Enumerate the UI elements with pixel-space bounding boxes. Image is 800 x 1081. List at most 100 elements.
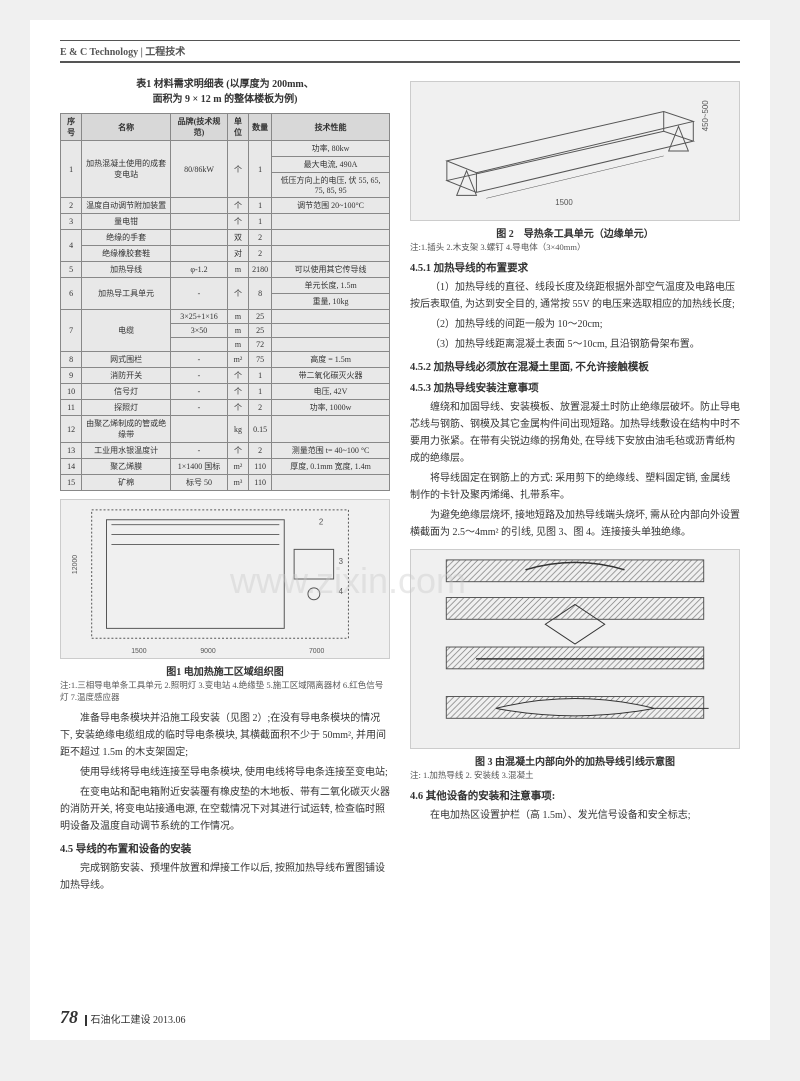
cell — [171, 214, 228, 230]
cell: kg — [227, 416, 248, 443]
cell: 调节范围 20~100°C — [272, 198, 390, 214]
cell: 3×50 — [171, 324, 228, 338]
page-footer: 78 石油化工建设 2013.06 — [60, 1007, 186, 1028]
material-table: 序号 名称 品牌(技术规范) 单位 数量 技术性能 1 加热混凝土使用的成套变电… — [60, 113, 390, 491]
para: 在电加热区设置护栏（高 1.5m）、发光信号设备和安全标志; — [410, 807, 740, 824]
cell: 1×1400 国标 — [171, 459, 228, 475]
table-title-l2: 面积为 9 × 12 m 的整体楼板为例) — [153, 94, 298, 105]
cell: 带二氧化碳灭火器 — [272, 368, 390, 384]
svg-text:12000: 12000 — [72, 555, 79, 574]
cell: 9 — [61, 368, 82, 384]
cell: 4 — [61, 230, 82, 262]
cell — [272, 310, 390, 324]
cell: 重量, 10kg — [272, 294, 390, 310]
para: （2）加热导线的间距一般为 10～20cm; — [410, 316, 740, 333]
cell: 5 — [61, 262, 82, 278]
cell: m — [227, 310, 248, 324]
table-title-l1: 表1 材料需求明细表 (以厚度为 200mm、 — [136, 79, 314, 90]
para: 完成钢筋安装、预埋件放置和焊接工作以后, 按照加热导线布置图铺设加热导线。 — [60, 860, 390, 894]
fig2-note: 注:1.插头 2.木支架 3.螺钉 4.导电体（3×40mm） — [410, 242, 740, 254]
cell — [171, 416, 228, 443]
cell: 15 — [61, 475, 82, 491]
running-header: E & C Technology | 工程技术 — [60, 40, 740, 63]
cell: 3×25+1×16 — [171, 310, 228, 324]
svg-text:9000: 9000 — [200, 648, 216, 655]
para: 为避免绝缘层烧坏, 接地短路及加热导线端头烧坏, 需从砼内部向外设置横截面为 2… — [410, 507, 740, 541]
cell: - — [171, 352, 228, 368]
table-row: 绝缘橡胶套鞋对2 — [61, 246, 390, 262]
table-row: 13工业用水银温度计-个2测量范围 t= 40~100 °C — [61, 443, 390, 459]
cell: 25 — [249, 324, 272, 338]
cell: 13 — [61, 443, 82, 459]
fig3-note: 注: 1.加热导线 2. 安装线 3.混凝土 — [410, 770, 740, 782]
table-row: 1 加热混凝土使用的成套变电站 80/86kW 个 1 功率, 80kw — [61, 141, 390, 157]
cell: 最大电流, 490A — [272, 157, 390, 173]
cell: - — [171, 384, 228, 400]
cell: - — [171, 278, 228, 310]
cell: 个 — [227, 141, 248, 198]
cell — [272, 324, 390, 338]
cell: 双 — [227, 230, 248, 246]
cell: 110 — [249, 459, 272, 475]
cell — [171, 338, 228, 352]
para: （3）加热导线距离混凝土表面 5～10cm, 且沿钢筋骨架布置。 — [410, 336, 740, 353]
cell: 10 — [61, 384, 82, 400]
cell: 1 — [61, 141, 82, 198]
cell: m — [227, 324, 248, 338]
svg-text:3: 3 — [339, 557, 344, 566]
cell: 功率, 1000w — [272, 400, 390, 416]
svg-text:1500: 1500 — [131, 648, 147, 655]
cell: 2 — [249, 230, 272, 246]
cell: 个 — [227, 368, 248, 384]
cell: 1 — [249, 368, 272, 384]
cell: 温度自动调节附加装置 — [82, 198, 171, 214]
cell: 个 — [227, 198, 248, 214]
cell: 功率, 80kw — [272, 141, 390, 157]
cell: 110 — [249, 475, 272, 491]
fig2-svg: 1500 450~500 — [411, 82, 739, 220]
para: 使用导线将导电线连接至导电条模块, 使用电线将导电条连接至变电站; — [60, 764, 390, 781]
cell: 个 — [227, 443, 248, 459]
cell: 2 — [249, 246, 272, 262]
cell: 25 — [249, 310, 272, 324]
cell: - — [171, 400, 228, 416]
cell: 探照灯 — [82, 400, 171, 416]
cell: 个 — [227, 400, 248, 416]
cell — [272, 475, 390, 491]
fig3-caption: 图 3 由混凝土内部向外的加热导线引线示意图 — [410, 753, 740, 768]
th-unit: 单位 — [227, 114, 248, 141]
cell: 14 — [61, 459, 82, 475]
cell: 80/86kW — [171, 141, 228, 198]
heading-4-5: 4.5 导线的布置和设备的安装 — [60, 841, 390, 856]
cell: 由聚乙烯制成的管或绝缘带 — [82, 416, 171, 443]
fig1-caption: 图1 电加热施工区域组织图 — [60, 663, 390, 678]
cell: 72 — [249, 338, 272, 352]
cell: 个 — [227, 384, 248, 400]
cell: 对 — [227, 246, 248, 262]
cell: 1 — [249, 198, 272, 214]
th-spec: 技术性能 — [272, 114, 390, 141]
cell: 2 — [249, 400, 272, 416]
th-name: 名称 — [82, 114, 171, 141]
cell: φ-1.2 — [171, 262, 228, 278]
cell: 标号 50 — [171, 475, 228, 491]
left-column: 表1 材料需求明细表 (以厚度为 200mm、 面积为 9 × 12 m 的整体… — [60, 73, 390, 897]
cell — [272, 214, 390, 230]
svg-text:4: 4 — [339, 587, 344, 596]
svg-text:2: 2 — [319, 518, 323, 527]
table-header-row: 序号 名称 品牌(技术规范) 单位 数量 技术性能 — [61, 114, 390, 141]
cell: m — [227, 262, 248, 278]
table-row: 4绝缘的手套双2 — [61, 230, 390, 246]
cell: 电压, 42V — [272, 384, 390, 400]
cell: 8 — [61, 352, 82, 368]
table-row: 11探照灯-个2功率, 1000w — [61, 400, 390, 416]
page-container: E & C Technology | 工程技术 表1 材料需求明细表 (以厚度为… — [30, 20, 770, 1040]
cell: 1 — [249, 141, 272, 198]
cell: 个 — [227, 278, 248, 310]
fig1-note: 注:1.三相导电单条工具单元 2.照明灯 3.变电站 4.绝缘垫 5.施工区域隔… — [60, 680, 390, 704]
table-row: 6加热导工具单元-个8单元长度, 1.5m — [61, 278, 390, 294]
table-row: 14聚乙烯膜1×1400 国标m²110厚度, 0.1mm 宽度, 1.4m — [61, 459, 390, 475]
svg-text:450~500: 450~500 — [701, 100, 710, 131]
cell — [272, 416, 390, 443]
svg-text:1500: 1500 — [555, 198, 573, 207]
